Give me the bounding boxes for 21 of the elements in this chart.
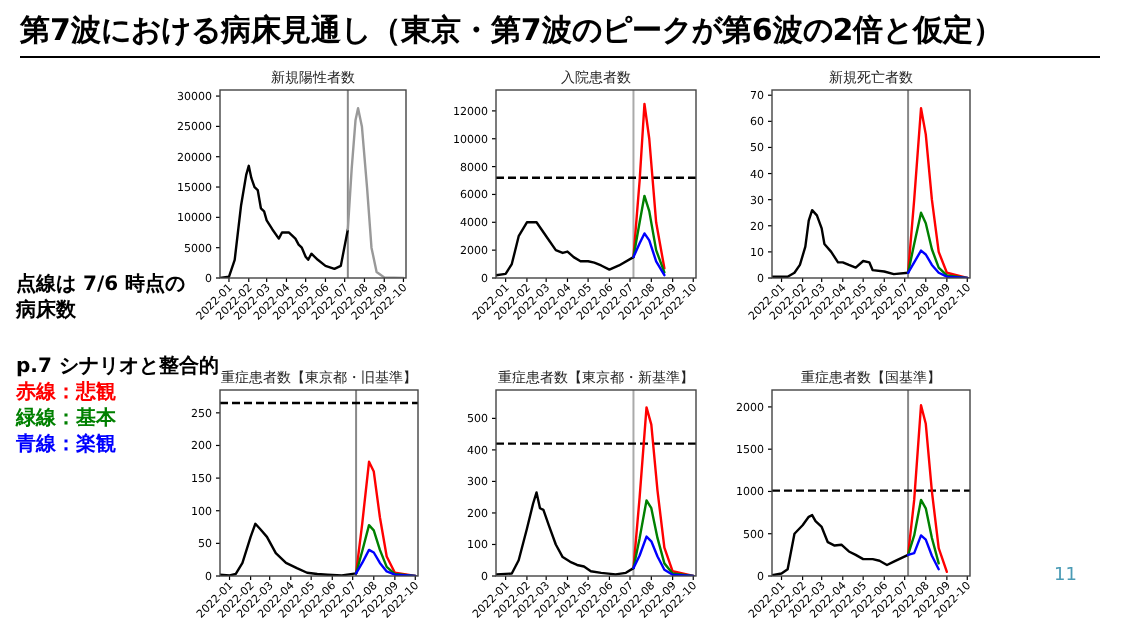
text: 緑線：基本 — [16, 408, 116, 430]
line-series — [906, 534, 940, 571]
text: p.7 シナリオと整合的 — [16, 356, 219, 378]
line-series — [632, 232, 666, 277]
line-series — [354, 523, 417, 576]
line-series — [632, 194, 666, 274]
line-series — [906, 498, 940, 565]
line-series — [632, 406, 695, 576]
line-series — [354, 548, 417, 576]
line-series — [632, 102, 666, 270]
text: 第7波における病床見通し（東京・第7波のピークが第6波の2倍と仮定） — [20, 12, 1100, 58]
text: 青線：楽観 — [16, 434, 116, 456]
line-series — [906, 211, 969, 278]
line-series — [354, 460, 417, 576]
line-series — [906, 404, 949, 573]
text: 11 — [1054, 564, 1079, 590]
text: 点線は 7/6 時点の病床数 — [16, 272, 186, 324]
line-series — [906, 107, 969, 278]
text: 赤線：悲観 — [16, 382, 116, 404]
line-series — [906, 249, 969, 278]
line-series — [632, 499, 695, 576]
